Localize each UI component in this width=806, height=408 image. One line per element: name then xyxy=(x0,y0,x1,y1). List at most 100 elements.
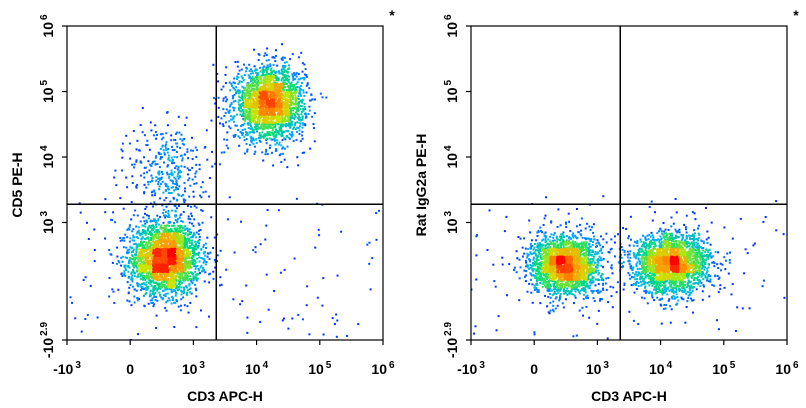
event-dot xyxy=(251,75,254,78)
event-dot xyxy=(259,87,262,90)
event-dot xyxy=(261,93,264,95)
event-dot xyxy=(179,146,182,149)
event-dot xyxy=(209,272,212,275)
event-dot xyxy=(132,130,135,132)
event-dot xyxy=(181,238,184,241)
event-dot xyxy=(177,232,180,235)
event-dot xyxy=(110,218,112,221)
event-dot xyxy=(203,280,206,283)
event-dot xyxy=(265,59,268,62)
event-dot xyxy=(188,195,191,198)
event-dot xyxy=(178,239,181,242)
event-dot xyxy=(275,101,278,104)
event-dot xyxy=(246,84,249,87)
event-dot xyxy=(160,227,163,230)
event-dot xyxy=(158,177,161,180)
event-dot xyxy=(305,75,308,78)
event-dot xyxy=(241,129,244,131)
event-dot xyxy=(270,73,273,75)
event-dot xyxy=(261,68,264,71)
event-dot xyxy=(188,246,191,249)
event-dot xyxy=(235,113,238,116)
event-dot xyxy=(279,108,282,111)
event-dot xyxy=(274,134,277,137)
event-dot xyxy=(292,86,295,89)
event-dot xyxy=(182,211,185,213)
event-dot xyxy=(232,117,235,120)
event-dot xyxy=(132,261,135,264)
event-dot xyxy=(252,92,255,95)
event-dot xyxy=(184,269,187,272)
event-dot xyxy=(104,198,107,201)
event-dot xyxy=(281,65,284,68)
event-dot xyxy=(308,105,311,108)
event-dot xyxy=(242,102,244,105)
event-dot xyxy=(191,136,193,139)
event-dot xyxy=(172,272,174,275)
event-dot xyxy=(222,99,225,102)
event-dot xyxy=(172,241,175,244)
event-dot xyxy=(143,283,146,286)
event-dot xyxy=(267,98,269,101)
event-dot xyxy=(246,148,249,151)
event-dot xyxy=(161,256,164,259)
event-dot xyxy=(299,104,302,107)
event-dot xyxy=(280,90,283,93)
event-dot xyxy=(275,103,278,106)
event-dot xyxy=(188,278,191,280)
event-dot xyxy=(241,98,244,101)
event-dot xyxy=(252,101,255,104)
event-dot xyxy=(186,250,189,253)
event-dot xyxy=(147,240,150,243)
event-dot xyxy=(175,228,178,230)
event-dot xyxy=(190,271,192,274)
event-dot xyxy=(270,121,273,124)
event-dot xyxy=(294,123,296,126)
event-dot xyxy=(276,115,279,118)
event-dot xyxy=(170,169,173,172)
event-dot xyxy=(251,70,253,73)
event-dot xyxy=(174,215,177,218)
event-dot xyxy=(165,205,168,208)
event-dot xyxy=(266,110,268,113)
event-dot xyxy=(181,260,184,263)
event-dot xyxy=(232,109,235,112)
event-dot xyxy=(152,279,155,282)
event-dot xyxy=(255,123,258,126)
event-dot xyxy=(151,243,154,246)
event-dot xyxy=(149,220,152,223)
event-dot xyxy=(266,122,269,125)
event-dot xyxy=(190,278,192,281)
event-dot xyxy=(172,280,175,283)
event-dot xyxy=(238,80,241,83)
event-dot xyxy=(132,268,134,271)
event-dot xyxy=(266,67,269,70)
event-dot xyxy=(136,299,139,302)
event-dot xyxy=(150,254,152,257)
event-dot xyxy=(284,76,287,79)
event-dot xyxy=(289,58,291,61)
event-dot xyxy=(286,124,289,127)
event-dot xyxy=(183,201,186,204)
event-dot xyxy=(276,91,279,94)
event-dot xyxy=(177,177,180,180)
event-dot xyxy=(260,135,263,138)
event-dot xyxy=(145,268,148,271)
event-dot xyxy=(173,149,176,151)
event-dot xyxy=(184,242,187,245)
event-dot xyxy=(157,181,160,183)
event-dot xyxy=(180,275,183,278)
event-dot xyxy=(280,97,283,100)
event-dot xyxy=(263,124,266,127)
event-dot xyxy=(274,143,277,146)
event-dot xyxy=(172,180,174,183)
event-dot xyxy=(276,64,279,67)
event-dot xyxy=(204,263,207,266)
event-dot xyxy=(299,88,302,91)
event-dot xyxy=(247,82,250,85)
event-dot xyxy=(272,105,275,108)
event-dot xyxy=(285,75,288,78)
event-dot xyxy=(168,229,171,232)
event-dot xyxy=(123,270,126,273)
event-dot xyxy=(132,285,134,288)
